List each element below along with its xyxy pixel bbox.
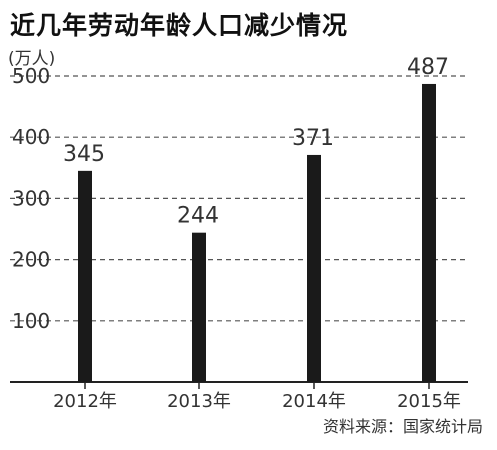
source-note: 资料来源：国家统计局 [322,417,483,436]
chart-title: 近几年劳动年龄人口减少情况 [10,11,349,40]
y-tick-label: 400 [12,125,50,149]
unit-label: (万人) [8,49,56,69]
x-tick-label: 2014年 [282,391,346,412]
x-tick-label: 2015年 [397,391,461,412]
bar [192,232,206,382]
y-tick-label: 300 [12,186,50,210]
data-label: 345 [63,142,105,167]
y-tick-label: 100 [12,309,50,333]
data-label: 371 [292,126,334,151]
data-label: 244 [177,204,219,229]
data-label: 487 [407,55,449,80]
x-tick-label: 2012年 [53,391,117,412]
y-tick-label: 500 [12,64,50,88]
y-tick-label: 200 [12,248,50,272]
bar [78,170,92,382]
bar [422,83,436,383]
x-tick-label: 2013年 [167,391,231,412]
bar [307,154,321,382]
